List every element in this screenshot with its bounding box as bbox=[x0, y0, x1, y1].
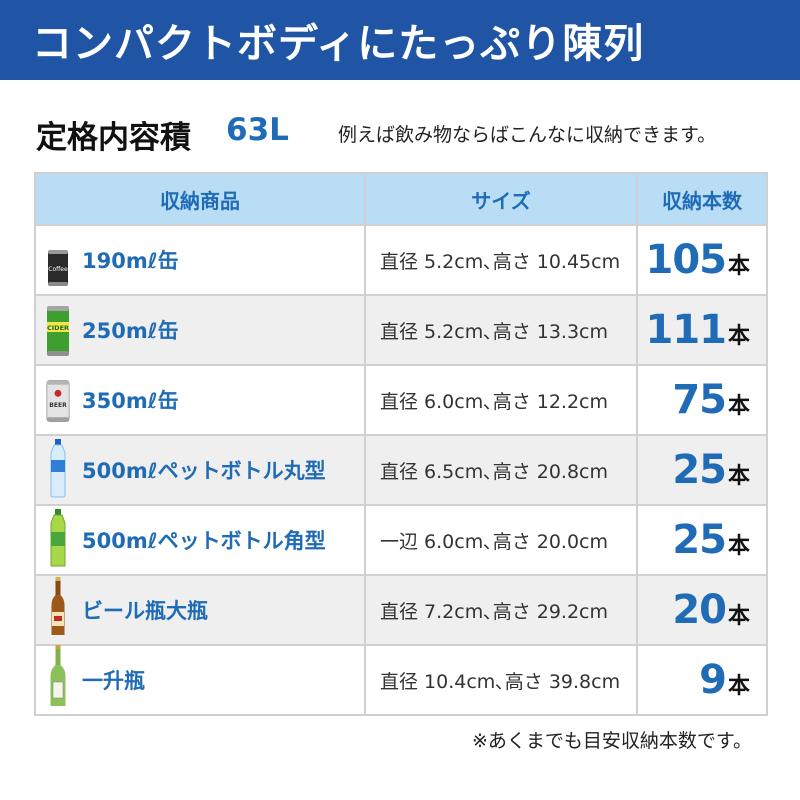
cider-can-icon: CIDER bbox=[46, 302, 70, 358]
item-name: 190mℓ缶 bbox=[82, 249, 179, 273]
count-value: 20 bbox=[672, 587, 727, 633]
round-pet-bottle-icon bbox=[46, 439, 70, 498]
table-row: BEER 350mℓ缶 直径 6.0cm､高さ 12.2cm 75本 bbox=[34, 364, 768, 436]
header-item: 収納商品 bbox=[34, 172, 366, 226]
count-unit: 本 bbox=[727, 394, 750, 419]
count-cell: 20本 bbox=[636, 574, 768, 646]
sake-bottle-icon bbox=[46, 645, 70, 708]
count-value: 25 bbox=[672, 447, 727, 493]
table-row: 一升瓶 直径 10.4cm､高さ 39.8cm 9本 bbox=[34, 644, 768, 716]
count-unit: 本 bbox=[727, 674, 750, 699]
count-cell: 25本 bbox=[636, 504, 768, 576]
svg-text:Coffee: Coffee bbox=[48, 266, 68, 273]
item-cell: 500mℓペットボトル丸型 bbox=[34, 434, 366, 506]
table-header-row: 収納商品 サイズ 収納本数 bbox=[34, 172, 768, 226]
capacity-value: 63L bbox=[226, 112, 289, 148]
count-value: 105 bbox=[645, 237, 726, 283]
item-name: 250mℓ缶 bbox=[82, 319, 179, 343]
count-cell: 105本 bbox=[636, 224, 768, 296]
count-cell: 75本 bbox=[636, 364, 768, 436]
size-cell: 直径 6.5cm､高さ 20.8cm bbox=[364, 434, 638, 506]
count-cell: 25本 bbox=[636, 434, 768, 506]
count-unit: 本 bbox=[727, 534, 750, 559]
item-name: 一升瓶 bbox=[82, 669, 145, 693]
count-value: 25 bbox=[672, 517, 727, 563]
square-pet-bottle-icon bbox=[46, 509, 70, 568]
count-unit: 本 bbox=[727, 464, 750, 489]
capacity-note: 例えば飲み物ならばこんなに収納できます。 bbox=[338, 124, 717, 146]
storage-table: 収納商品 サイズ 収納本数 Coffee 190mℓ缶 直径 5.2cm､高さ … bbox=[34, 172, 768, 716]
size-cell: 直径 6.0cm､高さ 12.2cm bbox=[364, 364, 638, 436]
beer-can-icon: BEER bbox=[46, 372, 70, 428]
size-cell: 一辺 6.0cm､高さ 20.0cm bbox=[364, 504, 638, 576]
capacity-row: 定格内容積 63L 例えば飲み物ならばこんなに収納できます。 bbox=[0, 108, 800, 160]
table-row: Coffee 190mℓ缶 直径 5.2cm､高さ 10.45cm 105本 bbox=[34, 224, 768, 296]
svg-text:CIDER: CIDER bbox=[47, 324, 69, 332]
item-name: 350mℓ缶 bbox=[82, 389, 179, 413]
table-row: CIDER 250mℓ缶 直径 5.2cm､高さ 13.3cm 111本 bbox=[34, 294, 768, 366]
svg-text:BEER: BEER bbox=[49, 402, 67, 409]
table-row: 500mℓペットボトル丸型 直径 6.5cm､高さ 20.8cm 25本 bbox=[34, 434, 768, 506]
item-cell: 500mℓペットボトル角型 bbox=[34, 504, 366, 576]
item-cell: CIDER 250mℓ缶 bbox=[34, 294, 366, 366]
size-cell: 直径 5.2cm､高さ 13.3cm bbox=[364, 294, 638, 366]
table-row: ビール瓶大瓶 直径 7.2cm､高さ 29.2cm 20本 bbox=[34, 574, 768, 646]
size-cell: 直径 7.2cm､高さ 29.2cm bbox=[364, 574, 638, 646]
count-cell: 9本 bbox=[636, 644, 768, 716]
table-row: 500mℓペットボトル角型 一辺 6.0cm､高さ 20.0cm 25本 bbox=[34, 504, 768, 576]
beer-bottle-icon bbox=[46, 577, 70, 638]
item-name: ビール瓶大瓶 bbox=[82, 599, 208, 623]
item-cell: ビール瓶大瓶 bbox=[34, 574, 366, 646]
size-cell: 直径 5.2cm､高さ 10.45cm bbox=[364, 224, 638, 296]
item-cell: BEER 350mℓ缶 bbox=[34, 364, 366, 436]
count-value: 9 bbox=[699, 657, 727, 703]
footnote: ※あくまでも目安収納本数です。 bbox=[471, 730, 752, 752]
item-name: 500mℓペットボトル丸型 bbox=[82, 459, 326, 483]
size-cell: 直径 10.4cm､高さ 39.8cm bbox=[364, 644, 638, 716]
count-value: 111 bbox=[645, 307, 726, 353]
item-cell: Coffee 190mℓ缶 bbox=[34, 224, 366, 296]
header-count: 収納本数 bbox=[636, 172, 768, 226]
item-name: 500mℓペットボトル角型 bbox=[82, 529, 326, 553]
banner: コンパクトボディにたっぷり陳列 bbox=[0, 0, 800, 80]
count-unit: 本 bbox=[727, 254, 750, 279]
count-unit: 本 bbox=[727, 604, 750, 629]
item-cell: 一升瓶 bbox=[34, 644, 366, 716]
header-size: サイズ bbox=[364, 172, 638, 226]
coffee-can-icon: Coffee bbox=[46, 232, 70, 288]
count-unit: 本 bbox=[727, 324, 750, 349]
count-cell: 111本 bbox=[636, 294, 768, 366]
capacity-label: 定格内容積 bbox=[36, 120, 191, 156]
banner-title: コンパクトボディにたっぷり陳列 bbox=[32, 21, 645, 67]
count-value: 75 bbox=[672, 377, 727, 423]
